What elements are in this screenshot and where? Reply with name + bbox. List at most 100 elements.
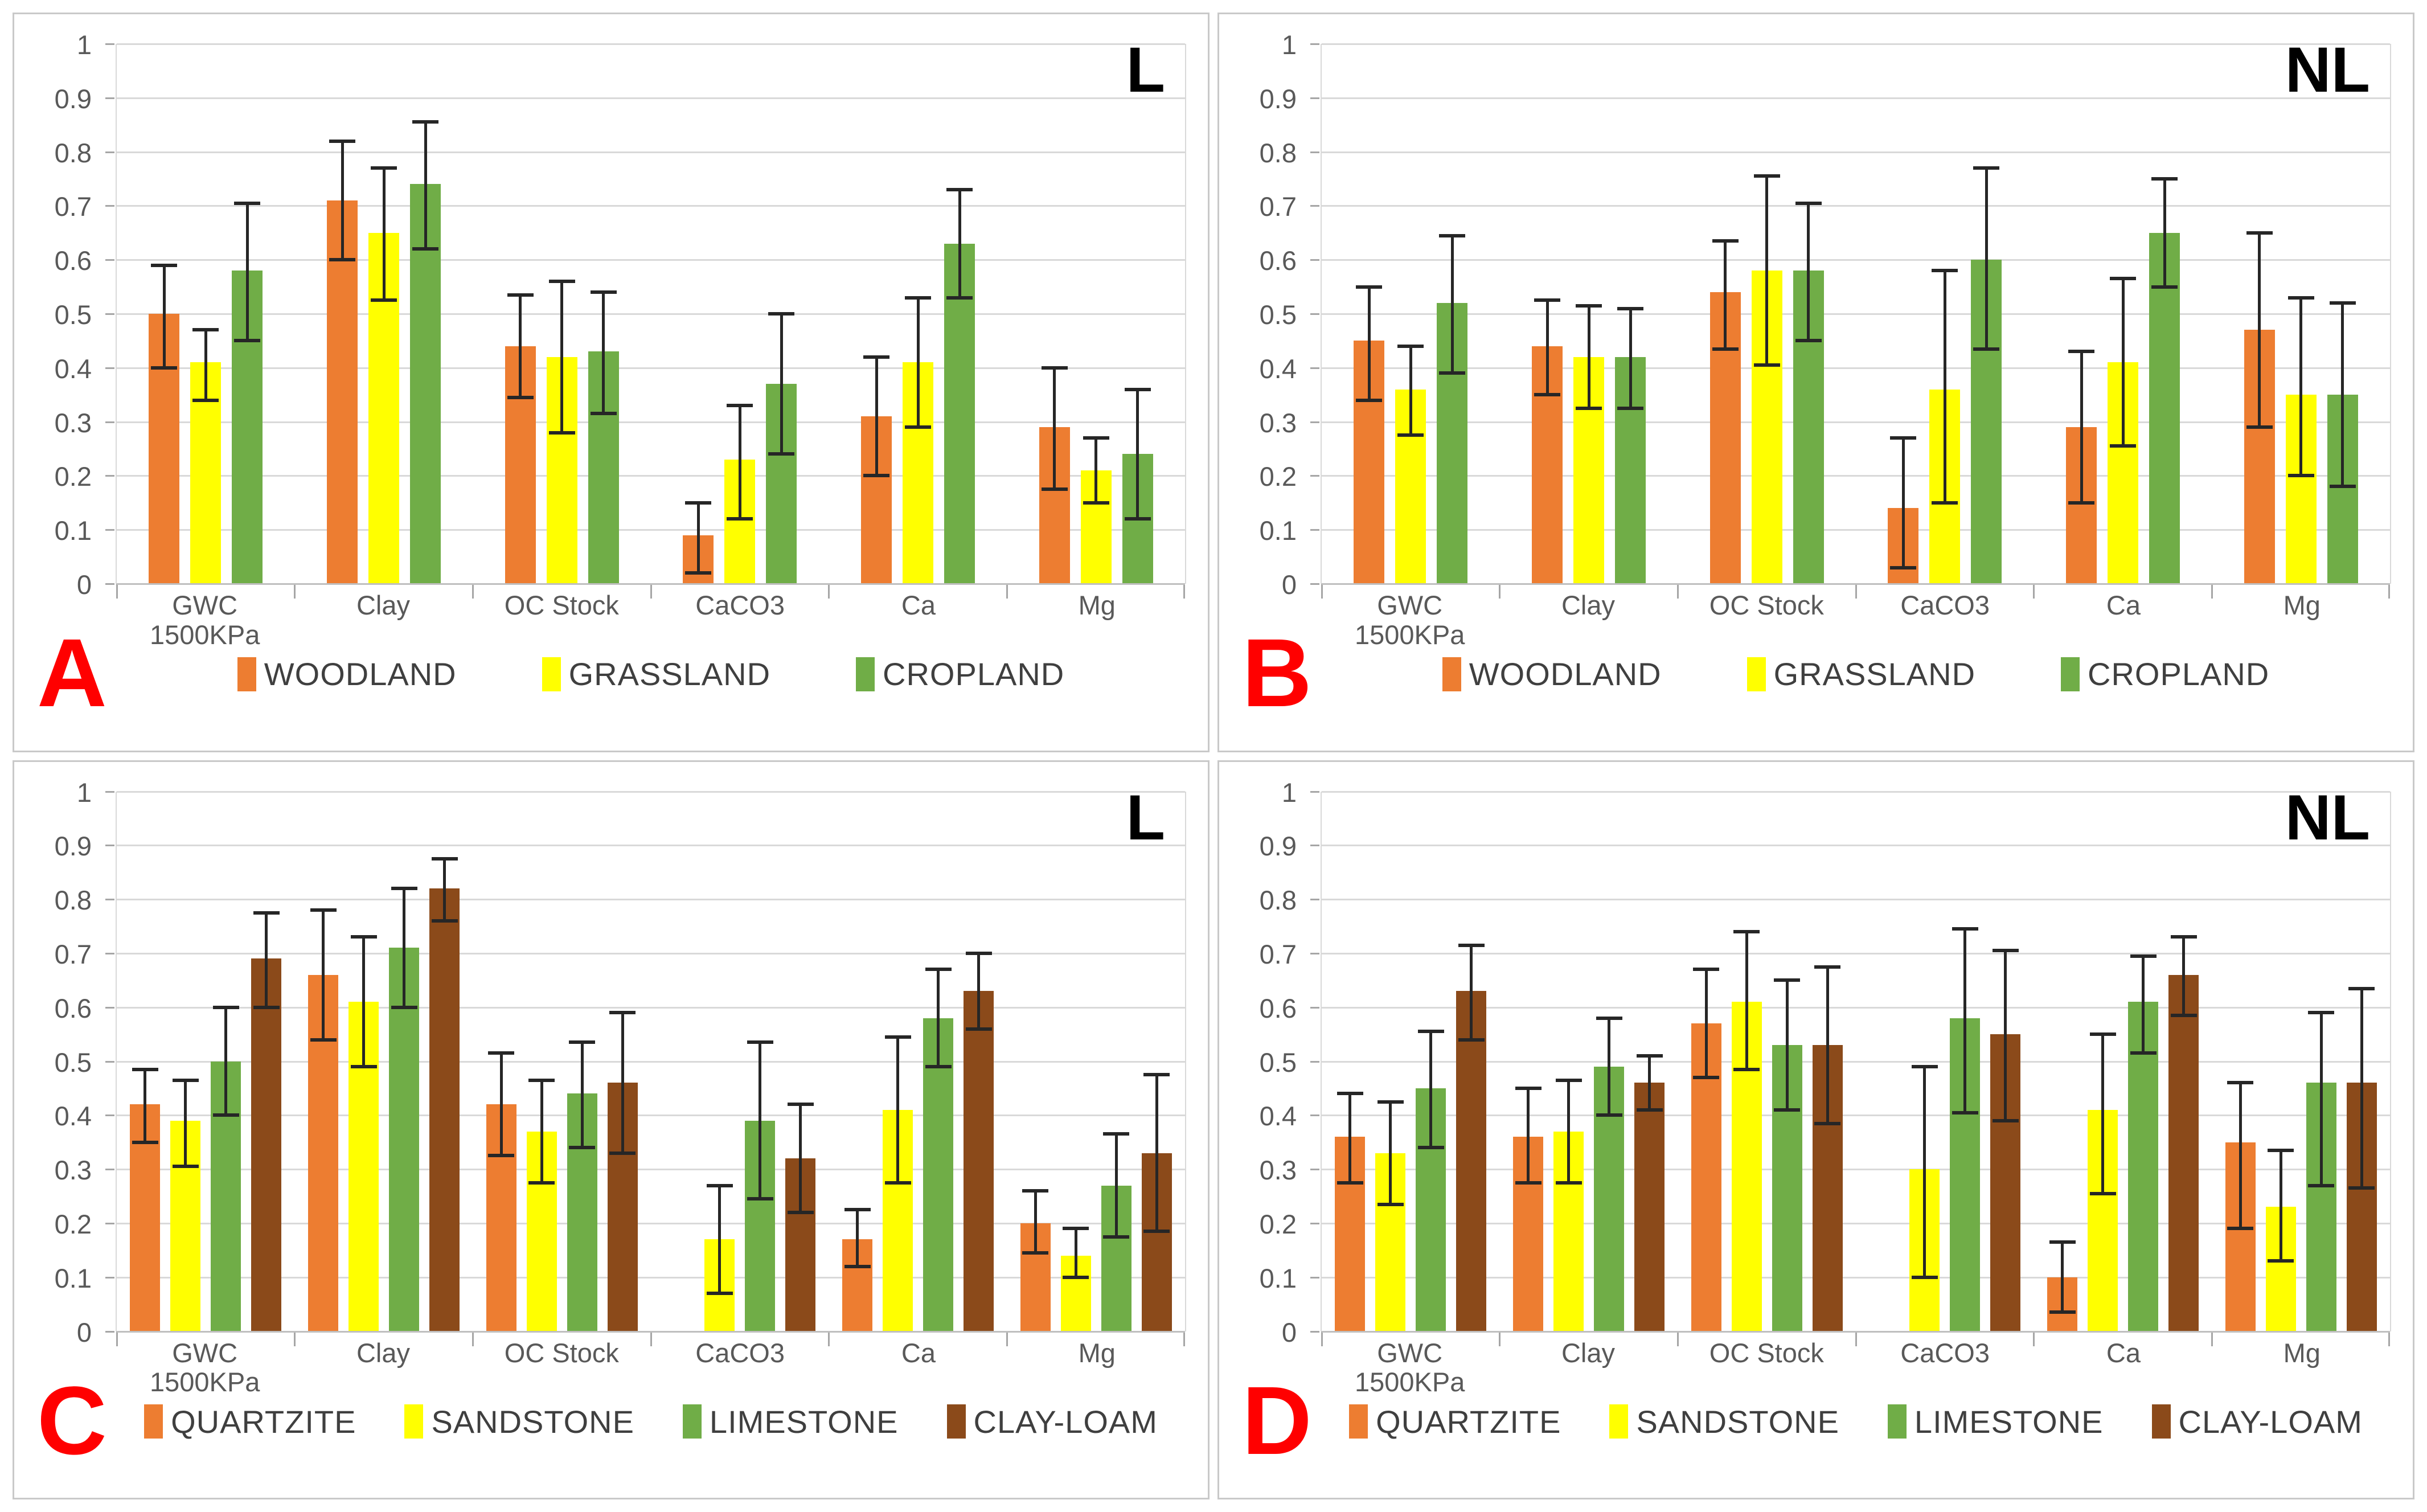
category-label: Mg — [2283, 1337, 2321, 1368]
error-bar-whisker — [540, 1080, 543, 1183]
error-bar-whisker — [1985, 168, 1988, 349]
error-bar-cap — [1063, 1227, 1089, 1231]
error-bar-cap — [2089, 1032, 2116, 1036]
y-tick-label: 0.4 — [1259, 1101, 1297, 1132]
y-tick-mark — [1310, 529, 1319, 531]
category-label: Clay — [1561, 590, 1615, 620]
error-bar-cap — [2049, 1240, 2076, 1244]
error-bar-cap — [1397, 344, 1424, 348]
error-bar-whisker — [443, 859, 446, 921]
y-tick-mark — [1310, 1169, 1319, 1171]
error-bar-cap — [727, 404, 753, 408]
y-tick-mark — [1310, 899, 1319, 901]
error-bar-whisker — [2239, 1083, 2242, 1229]
y-tick-mark — [105, 1006, 114, 1009]
category-boundary-tick — [828, 584, 830, 599]
error-bar-whisker — [1629, 308, 1632, 408]
y-tick-label: 0.8 — [1259, 137, 1297, 168]
y-tick-label: 0.2 — [54, 461, 92, 492]
error-bar-cap — [1795, 339, 1822, 343]
bar-limestone — [389, 948, 419, 1331]
error-bar-cap — [1417, 1030, 1444, 1034]
error-bar-cap — [172, 1078, 199, 1082]
panel-letter: D — [1242, 1366, 1312, 1475]
error-bar-cap — [329, 139, 355, 143]
category-label: Ca — [2106, 590, 2141, 620]
legend-swatch — [1747, 657, 1766, 691]
y-tick-label: 0.5 — [54, 300, 92, 330]
error-bar-cap — [1617, 406, 1643, 410]
gridline — [117, 529, 1185, 531]
error-bar-whisker — [184, 1080, 187, 1167]
condition-label: NL — [2285, 781, 2370, 853]
error-bar-cap — [2348, 1186, 2375, 1190]
error-bar-cap — [371, 298, 397, 302]
category-boundary-tick — [116, 584, 118, 599]
category-label: GWC 1500KPa — [1354, 1337, 1465, 1398]
y-tick-label: 0.1 — [1259, 515, 1297, 546]
gridline — [1322, 845, 2390, 847]
y-tick-mark — [1310, 1114, 1319, 1117]
error-bar-whisker — [799, 1104, 802, 1212]
error-bar-cap — [548, 280, 575, 284]
y-tick-mark — [1310, 583, 1319, 585]
bar-clay-loam — [964, 991, 994, 1331]
error-bar-whisker — [621, 1013, 624, 1153]
error-bar-cap — [507, 293, 534, 297]
gridline — [1322, 1114, 2390, 1117]
error-bar-cap — [1143, 1230, 1170, 1234]
legend-label: CLAY-LOAM — [973, 1403, 1158, 1440]
error-bar-cap — [1952, 1111, 1978, 1114]
category-boundary-tick — [294, 584, 296, 599]
error-bar-cap — [2348, 986, 2375, 990]
y-tick-label: 0.6 — [54, 993, 92, 1023]
condition-label: NL — [2285, 34, 2370, 105]
legend-swatch — [1609, 1404, 1629, 1439]
y-tick-label: 0.1 — [1259, 1263, 1297, 1293]
error-bar-whisker — [1807, 203, 1810, 341]
error-bar-cap — [1973, 347, 2000, 351]
error-bar-cap — [1417, 1146, 1444, 1150]
gridline — [117, 1114, 1185, 1117]
error-bar-cap — [965, 1027, 992, 1031]
error-bar-whisker — [1114, 1134, 1118, 1237]
category-label: CaCO3 — [1900, 590, 1990, 620]
category-label: CaCO3 — [695, 590, 785, 620]
y-tick-mark — [105, 43, 114, 45]
error-bar-cap — [234, 201, 261, 205]
y-tick-label: 0.9 — [1259, 83, 1297, 114]
error-bar-cap — [2049, 1310, 2076, 1314]
category-label: CaCO3 — [695, 1337, 785, 1368]
error-bar-whisker — [2182, 937, 2185, 1015]
category-label: OC Stock — [1709, 590, 1824, 620]
category-boundary-tick — [1499, 584, 1501, 599]
y-tick-mark — [1310, 1222, 1319, 1224]
x-axis-line — [117, 583, 1185, 585]
y-tick-mark — [105, 899, 114, 901]
category-boundary-tick — [472, 1331, 474, 1346]
category-boundary-tick — [1676, 1331, 1679, 1346]
error-bar-cap — [253, 1005, 280, 1009]
y-tick-label: 0.3 — [1259, 1155, 1297, 1186]
category-label: Mg — [2283, 590, 2321, 620]
y-tick-mark — [105, 97, 114, 99]
error-bar-cap — [787, 1210, 814, 1214]
category-label: Clay — [356, 1337, 410, 1368]
error-bar-cap — [1576, 304, 1602, 308]
legend-label: SANDSTONE — [1636, 1403, 1839, 1440]
error-bar-cap — [132, 1067, 158, 1071]
gridline — [117, 790, 1185, 793]
legend: QUARTZITE SANDSTONE LIMESTONE CLAY-LOAM — [116, 1403, 1186, 1440]
error-bar-cap — [2170, 1013, 2197, 1017]
gridline — [1322, 952, 2390, 954]
error-bar-whisker — [1963, 929, 1967, 1113]
error-bar-cap — [2246, 425, 2273, 429]
gridline — [117, 1276, 1185, 1279]
y-tick-label: 0.3 — [54, 407, 92, 438]
condition-label: L — [1126, 34, 1165, 105]
error-bar-whisker — [856, 1210, 859, 1267]
legend-swatch — [946, 1404, 966, 1439]
error-bar-whisker — [2299, 297, 2303, 476]
y-tick-label: 0 — [76, 569, 92, 600]
gridline — [117, 1222, 1185, 1224]
